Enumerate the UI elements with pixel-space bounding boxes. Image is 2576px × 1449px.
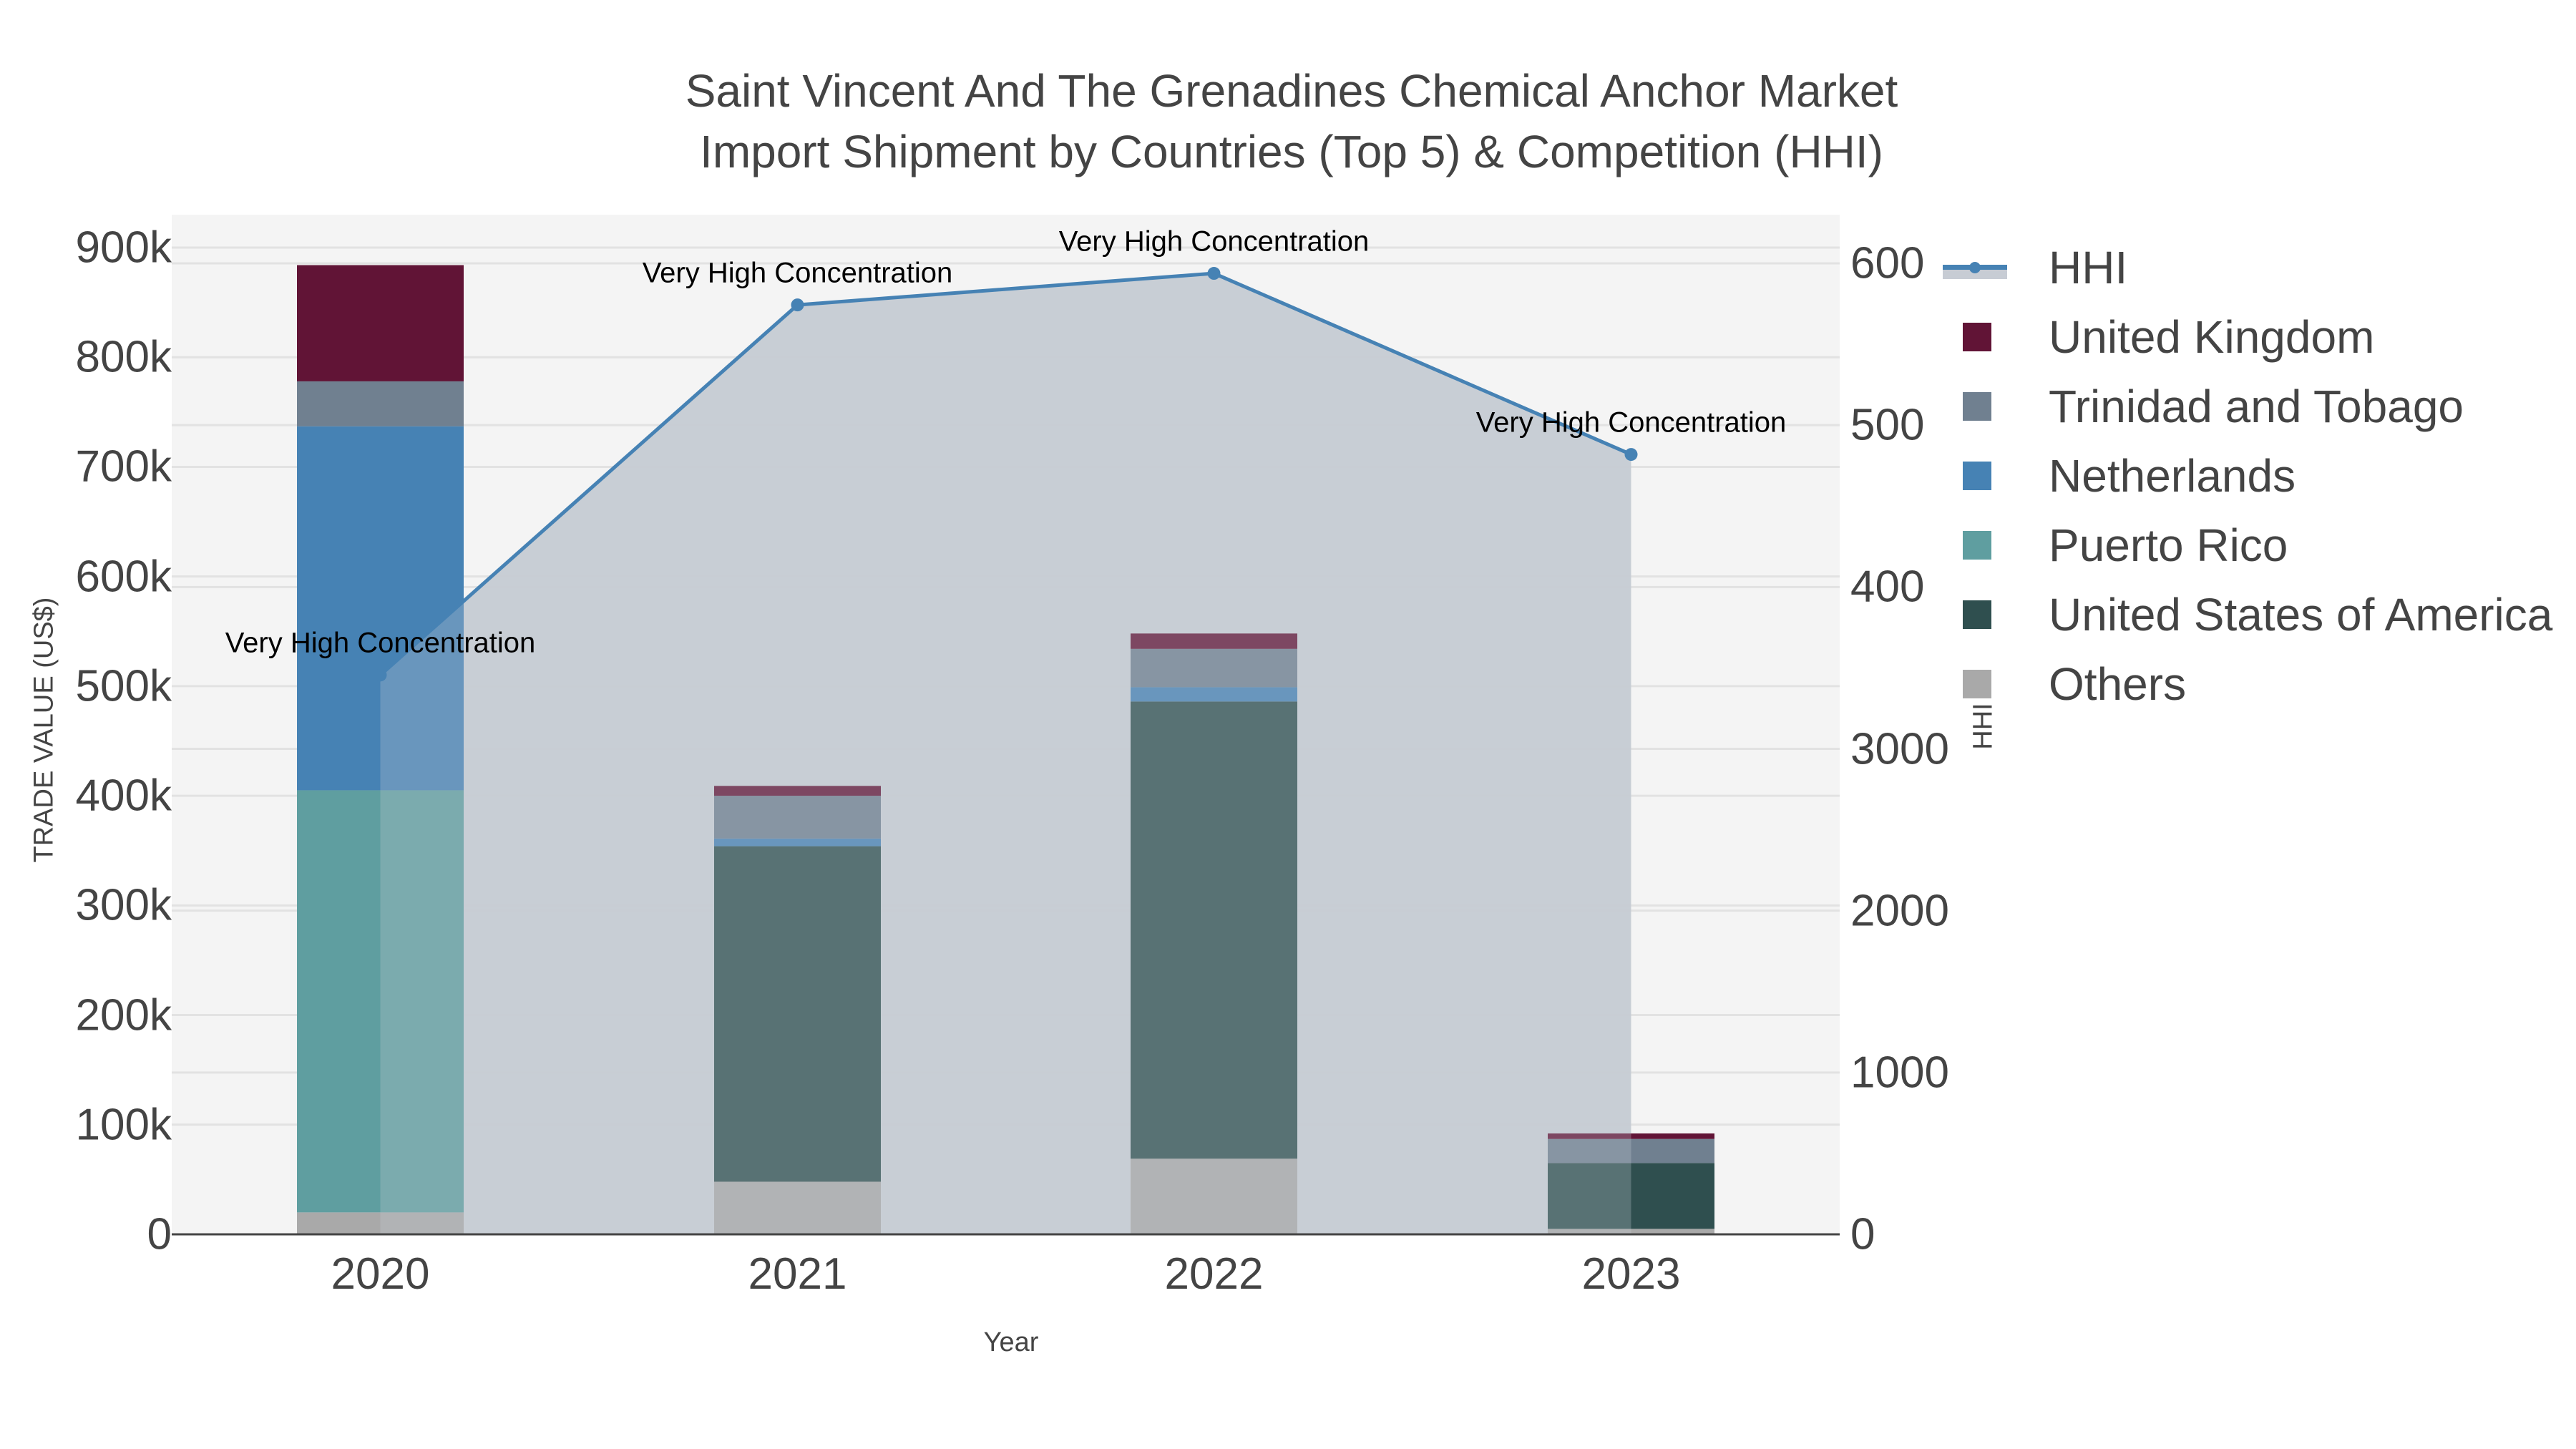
- bar-segment[interactable]: [297, 381, 464, 426]
- bar-segment[interactable]: [714, 838, 881, 847]
- y-tick-label: 200k: [75, 990, 172, 1040]
- legend-label: Trinidad and Tobago: [2049, 380, 2464, 432]
- bar-segment[interactable]: [1548, 1138, 1714, 1163]
- y2-tick-label: 600: [1850, 238, 1925, 288]
- y-tick-label: 600k: [75, 552, 172, 602]
- bar-segment[interactable]: [1548, 1229, 1714, 1234]
- square-swatch-icon: [1963, 530, 1991, 560]
- legend-label: Puerto Rico: [2049, 519, 2288, 571]
- bar-segment[interactable]: [1548, 1163, 1714, 1229]
- x-tick-label: 2020: [331, 1249, 430, 1299]
- y-tick-label: 500k: [75, 661, 172, 711]
- bar-segment[interactable]: [297, 790, 464, 1213]
- line-marker-icon: [1943, 253, 2007, 282]
- x-tick-label: 2022: [1164, 1249, 1264, 1299]
- bar-segment[interactable]: [714, 796, 881, 839]
- x-axis-title: Year: [983, 1327, 1039, 1357]
- hhi-area: [380, 273, 1631, 1234]
- legend-item-netherlands[interactable]: Netherlands: [1943, 441, 2552, 510]
- legend-item-hhi[interactable]: HHI: [1943, 233, 2552, 302]
- bar-segment[interactable]: [297, 426, 464, 791]
- bar-segment[interactable]: [297, 1212, 464, 1234]
- square-swatch-icon: [1963, 669, 1991, 698]
- y2-tick-label: 0: [1850, 1209, 1875, 1259]
- hhi-marker[interactable]: [374, 668, 387, 682]
- y2-tick-label: 1000: [1850, 1048, 1949, 1098]
- stacked-bars[interactable]: [297, 265, 1714, 1234]
- y-tick-label: 700k: [75, 441, 172, 492]
- bar-segment[interactable]: [1131, 648, 1297, 688]
- legend-label: HHI: [2049, 241, 2128, 293]
- bar-segment[interactable]: [1131, 633, 1297, 649]
- square-swatch-icon: [1963, 600, 1991, 629]
- y-tick-label: 400k: [75, 771, 172, 821]
- bar-segment[interactable]: [297, 265, 464, 381]
- hhi-marker[interactable]: [791, 298, 804, 312]
- legend-label: United States of America: [2049, 588, 2553, 640]
- y-tick-label: 900k: [75, 223, 172, 273]
- legend-item-trinidad-and-tobago[interactable]: Trinidad and Tobago: [1943, 371, 2552, 441]
- hhi-line[interactable]: [374, 267, 1638, 682]
- y2-tick-label: 500: [1850, 400, 1925, 450]
- x-tick-label: 2021: [748, 1249, 847, 1299]
- y2-tick-label: 2000: [1850, 886, 1949, 936]
- y-tick-label: 0: [147, 1209, 172, 1259]
- hhi-annotation: Very High Concentration: [1475, 406, 1787, 439]
- y2-tick-label: 400: [1850, 562, 1925, 612]
- bar-segment[interactable]: [714, 1181, 881, 1234]
- bar-segment[interactable]: [714, 786, 881, 796]
- legend-item-united-kingdom[interactable]: United Kingdom: [1943, 302, 2552, 371]
- legend: HHI United Kingdom Trinidad and Tobago N…: [1943, 233, 2552, 718]
- bar-segment[interactable]: [1548, 1133, 1714, 1139]
- y-tick-label: 800k: [75, 332, 172, 382]
- square-swatch-icon: [1963, 391, 1991, 421]
- legend-label: United Kingdom: [2049, 311, 2375, 363]
- bar-segment[interactable]: [714, 846, 881, 1182]
- y2-tick-label: 3000: [1850, 724, 1949, 774]
- y-tick-label: 300k: [75, 880, 172, 930]
- legend-label: Others: [2049, 658, 2187, 710]
- bar-segment[interactable]: [1131, 687, 1297, 702]
- bar-segment[interactable]: [1131, 1158, 1297, 1234]
- hhi-marker[interactable]: [1624, 448, 1638, 462]
- hhi-annotation: Very High Concentration: [642, 257, 953, 289]
- legend-item-puerto-rico[interactable]: Puerto Rico: [1943, 510, 2552, 580]
- chart-title-line2: Import Shipment by Countries (Top 5) & C…: [700, 126, 1883, 177]
- bar-segment[interactable]: [1131, 701, 1297, 1159]
- legend-item-united-states[interactable]: United States of America: [1943, 580, 2552, 649]
- hhi-marker[interactable]: [1207, 267, 1221, 280]
- square-swatch-icon: [1963, 322, 1991, 351]
- y-axis-title: TRADE VALUE (US$): [29, 597, 59, 863]
- chart-title-line1: Saint Vincent And The Grenadines Chemica…: [685, 65, 1898, 117]
- square-swatch-icon: [1963, 461, 1991, 490]
- x-tick-label: 2023: [1581, 1249, 1681, 1299]
- y-tick-label: 100k: [75, 1100, 172, 1150]
- hhi-annotation: Very High Concentration: [225, 627, 536, 659]
- legend-label: Netherlands: [2049, 449, 2296, 502]
- legend-item-others[interactable]: Others: [1943, 649, 2552, 718]
- hhi-annotation: Very High Concentration: [1058, 225, 1370, 258]
